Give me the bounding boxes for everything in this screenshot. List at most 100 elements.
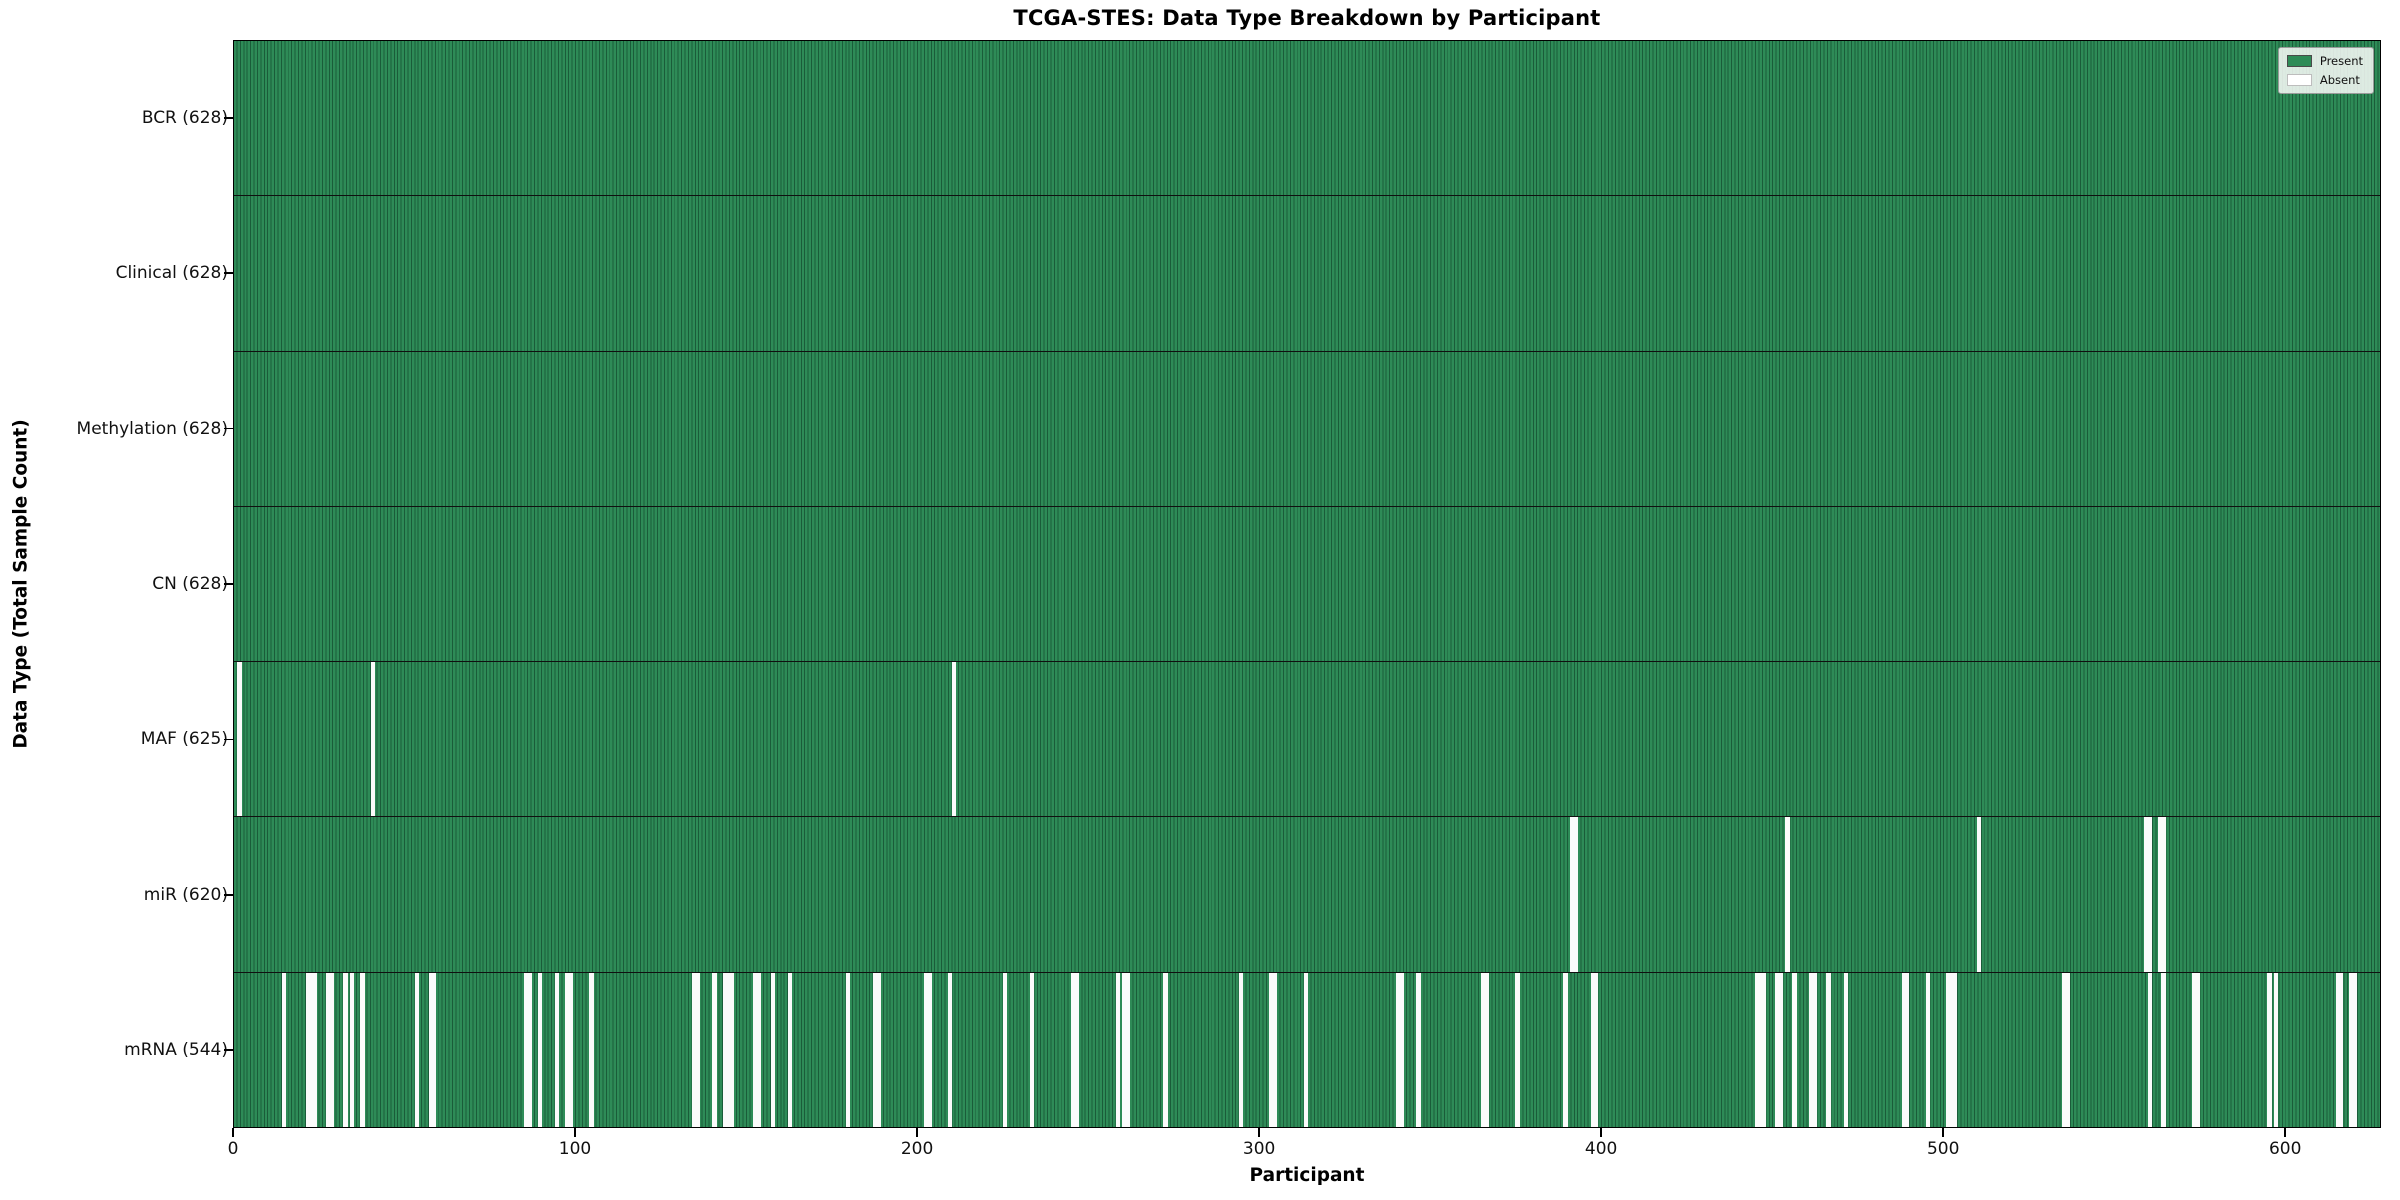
absent-gap [951, 662, 956, 817]
absent-gap [1395, 972, 1401, 1127]
absent-gap [2349, 972, 2354, 1127]
absent-gap [2062, 972, 2067, 1127]
absent-gap [2338, 972, 2344, 1127]
absent-gap [1946, 972, 1951, 1127]
x-tick-label-100: 100 [558, 1139, 592, 1159]
absent-gap [1809, 972, 1814, 1127]
absent-gap [1826, 972, 1831, 1127]
x-tick [916, 1128, 918, 1137]
row-methylation [234, 350, 2380, 506]
absent-gap [729, 972, 734, 1127]
y-tick [224, 583, 233, 585]
absent-gap [787, 972, 792, 1127]
y-tick-label-methylation: Methylation (628) [76, 418, 228, 439]
absent-gap [873, 972, 878, 1127]
x-tick [1258, 1128, 1260, 1137]
y-tick [224, 427, 233, 430]
legend-present-label: Present [2319, 54, 2363, 68]
absent-gap [1775, 972, 1780, 1127]
absent-gap [1758, 972, 1763, 1127]
absent-gap [1303, 972, 1308, 1127]
absent-gap [1590, 972, 1595, 1127]
absent-gap [691, 972, 697, 1127]
absent-gap [2157, 817, 2163, 972]
absent-gap [1976, 817, 1982, 972]
absent-gap [2161, 972, 2166, 1127]
absent-gap [948, 972, 953, 1127]
y-tick-label-bcr: BCR (628) [141, 107, 228, 128]
x-tick-label-500: 500 [1926, 1139, 1960, 1159]
absent-gap [237, 662, 242, 817]
absent-gap [2274, 972, 2279, 1127]
absent-gap [1399, 972, 1404, 1127]
absent-gap [1269, 972, 1274, 1127]
absent-gap [312, 972, 317, 1127]
absent-gap [1563, 972, 1568, 1127]
x-tick-label-200: 200 [900, 1139, 934, 1159]
absent-gap [1901, 972, 1906, 1127]
y-tick [224, 1049, 233, 1052]
y-tick-label-cn: CN (628) [152, 574, 228, 594]
absent-gap [565, 972, 570, 1127]
absent-gap [1515, 972, 1520, 1127]
present-swatch-icon [2286, 55, 2312, 67]
absent-gap [1481, 972, 1486, 1127]
y-tick-label-mir: miR (620) [143, 884, 228, 905]
absent-gap [2065, 972, 2070, 1127]
absent-gap [1002, 972, 1008, 1127]
absent-gap [432, 972, 437, 1127]
heatmap-rows [234, 41, 2380, 1127]
absent-gap [343, 972, 348, 1127]
absent-gap [1792, 972, 1797, 1127]
x-tick-label-400: 400 [1584, 1139, 1618, 1159]
chart-title: TCGA-STES: Data Type Breakdown by Partic… [1013, 6, 1601, 30]
row-cn [234, 505, 2380, 662]
absent-gap [726, 972, 731, 1127]
absent-gap [305, 972, 311, 1127]
absent-swatch-icon [2286, 74, 2312, 86]
absent-gap [1761, 972, 1766, 1127]
absent-gap [1785, 817, 1790, 972]
absent-gap [876, 972, 881, 1127]
row-mir [234, 816, 2380, 972]
absent-gap [2144, 817, 2149, 972]
y-tick [224, 894, 233, 896]
absent-gap [1074, 972, 1079, 1127]
absent-gap [1812, 972, 1818, 1127]
absent-gap [568, 972, 574, 1127]
absent-gap [1594, 972, 1599, 1127]
absent-gap [1484, 972, 1489, 1127]
absent-gap [1843, 972, 1848, 1127]
absent-gap [695, 972, 700, 1127]
absent-gap [527, 972, 533, 1127]
absent-gap [589, 972, 594, 1127]
absent-gap [1570, 817, 1575, 972]
absent-gap [924, 972, 929, 1127]
row-bcr [234, 41, 2380, 196]
row-mrna [234, 971, 2380, 1127]
absent-gap [1573, 817, 1578, 972]
y-tick-label-maf: MAF (625) [140, 729, 228, 750]
y-tick [224, 116, 233, 119]
row-clinical [234, 195, 2380, 351]
absent-gap [927, 972, 932, 1127]
absent-gap [1122, 972, 1127, 1127]
absent-gap [1778, 972, 1783, 1127]
x-tick [1600, 1128, 1602, 1137]
x-tick-label-300: 300 [1242, 1139, 1276, 1159]
absent-gap [329, 972, 334, 1127]
absent-gap [1905, 972, 1910, 1127]
x-tick [232, 1128, 234, 1137]
absent-gap [1272, 972, 1278, 1127]
legend-absent-label: Absent [2319, 73, 2360, 87]
absent-gap [1030, 972, 1035, 1127]
plot-area: Present Absent [233, 40, 2381, 1128]
absent-gap [1071, 972, 1076, 1127]
absent-gap [309, 972, 314, 1127]
absent-gap [722, 972, 727, 1127]
absent-gap [1925, 972, 1930, 1127]
absent-gap [770, 972, 775, 1127]
absent-gap [538, 972, 543, 1127]
x-tick-label-0: 0 [227, 1139, 239, 1159]
absent-gap [415, 972, 420, 1127]
